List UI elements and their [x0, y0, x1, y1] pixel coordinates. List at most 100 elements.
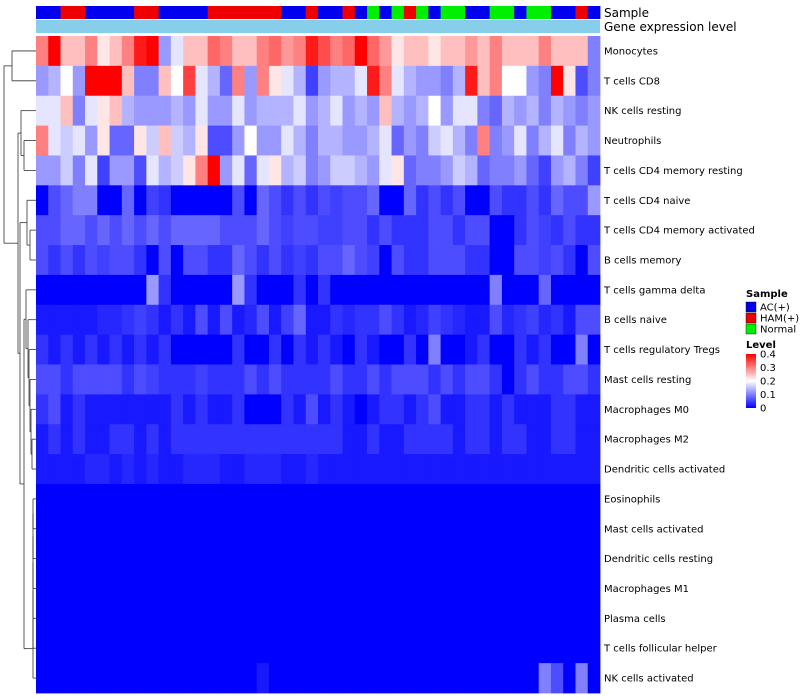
row-label: Macrophages M2	[604, 435, 689, 446]
heatmap-cell	[109, 573, 123, 604]
heatmap-cell	[305, 65, 319, 97]
heatmap-cell	[489, 65, 503, 97]
heatmap-cell	[121, 513, 135, 545]
heatmap-cell	[256, 633, 270, 664]
sample-annotation-cell	[477, 6, 491, 19]
heatmap-cell	[305, 125, 319, 156]
heatmap-cell	[452, 633, 466, 664]
heatmap-cell	[575, 155, 589, 186]
heatmap-cell	[158, 274, 172, 306]
heatmap-cell	[268, 663, 282, 694]
heatmap-cell	[587, 454, 601, 485]
heatmap-cell	[452, 573, 466, 604]
heatmap-cell	[575, 334, 589, 365]
heatmap-cell	[575, 364, 589, 395]
heatmap-cell	[587, 36, 601, 67]
heatmap-cell	[354, 364, 368, 395]
heatmap-cell	[440, 394, 454, 425]
heatmap-cell	[403, 95, 417, 126]
heatmap-cell	[379, 245, 392, 276]
heatmap-cell	[452, 424, 466, 455]
heatmap-cell	[72, 215, 86, 246]
heatmap-cell	[440, 424, 454, 455]
heatmap-cell	[477, 125, 491, 156]
heatmap-cell	[330, 364, 343, 395]
heatmap-cell	[146, 424, 160, 455]
heatmap-cell	[403, 36, 417, 67]
heatmap-cell	[563, 125, 576, 156]
heatmap-cell	[354, 454, 368, 485]
heatmap-cell	[526, 334, 540, 365]
sample-legend-label: Normal	[760, 325, 796, 336]
heatmap-cell	[428, 483, 442, 515]
heatmap-cell	[342, 424, 356, 455]
heatmap-cell	[293, 394, 307, 425]
heatmap-cell	[170, 245, 184, 276]
heatmap-cell	[256, 394, 270, 425]
heatmap-cell	[268, 95, 282, 126]
heatmap-cell	[232, 185, 245, 216]
heatmap-cell	[330, 185, 343, 216]
heatmap-cell	[342, 573, 356, 604]
heatmap-cell	[403, 185, 417, 216]
heatmap-cell	[587, 245, 601, 276]
heatmap-cell	[452, 394, 466, 425]
heatmap-cell	[36, 155, 49, 186]
heatmap-cell	[244, 274, 258, 306]
heatmap-cell	[158, 304, 172, 336]
heatmap-cell	[563, 215, 576, 246]
heatmap-cell	[158, 573, 172, 604]
heatmap-cell	[293, 424, 307, 455]
heatmap-cell	[575, 215, 589, 246]
heatmap-cell	[354, 394, 368, 425]
heatmap-cell	[428, 304, 442, 336]
heatmap-cell	[85, 424, 98, 455]
heatmap-cell	[85, 513, 98, 545]
sample-annotation-cell	[48, 6, 61, 19]
heatmap-cell	[97, 663, 110, 694]
heatmap-cell	[183, 36, 196, 67]
heatmap-cell	[514, 424, 527, 455]
heatmap-cell	[514, 274, 527, 306]
heatmap-cell	[379, 36, 392, 67]
heatmap-cell	[85, 603, 98, 634]
heatmap-cell	[183, 513, 196, 545]
heatmap-cell	[293, 125, 307, 156]
heatmap-cell	[305, 274, 319, 306]
heatmap-cell	[416, 543, 429, 574]
heatmap-cell	[514, 513, 527, 545]
level-legend-title: Level	[746, 340, 776, 351]
heatmap-cell	[305, 155, 319, 186]
heatmap-cell	[391, 543, 405, 574]
heatmap-cell	[452, 245, 466, 276]
heatmap-cell	[428, 65, 442, 97]
heatmap-cell	[440, 483, 454, 515]
heatmap-cell	[465, 454, 478, 485]
sample-annotation-cell	[550, 6, 564, 19]
heatmap-cell	[134, 633, 147, 664]
heatmap-cell	[391, 454, 405, 485]
heatmap-cell	[440, 65, 454, 97]
row-label: T cells CD4 memory activated	[603, 226, 755, 237]
heatmap-cell	[501, 65, 515, 97]
heatmap-cell	[232, 155, 245, 186]
heatmap-cell	[109, 394, 123, 425]
heatmap-cell	[354, 483, 368, 515]
heatmap-cell	[97, 573, 110, 604]
heatmap-cell	[48, 65, 61, 97]
heatmap-cell	[268, 334, 282, 365]
heatmap-cell	[183, 125, 196, 156]
heatmap-cell	[489, 274, 503, 306]
heatmap-cell	[354, 663, 368, 694]
heatmap-cell	[403, 663, 417, 694]
heatmap-cell	[244, 125, 258, 156]
heatmap-cell	[293, 215, 307, 246]
heatmap-cell	[109, 65, 123, 97]
heatmap-cell	[268, 633, 282, 664]
heatmap-cell	[195, 543, 209, 574]
heatmap-cell	[244, 603, 258, 634]
heatmap-cell	[158, 513, 172, 545]
heatmap-cell	[121, 304, 135, 336]
heatmap-cell	[550, 573, 564, 604]
heatmap-cell	[538, 245, 552, 276]
